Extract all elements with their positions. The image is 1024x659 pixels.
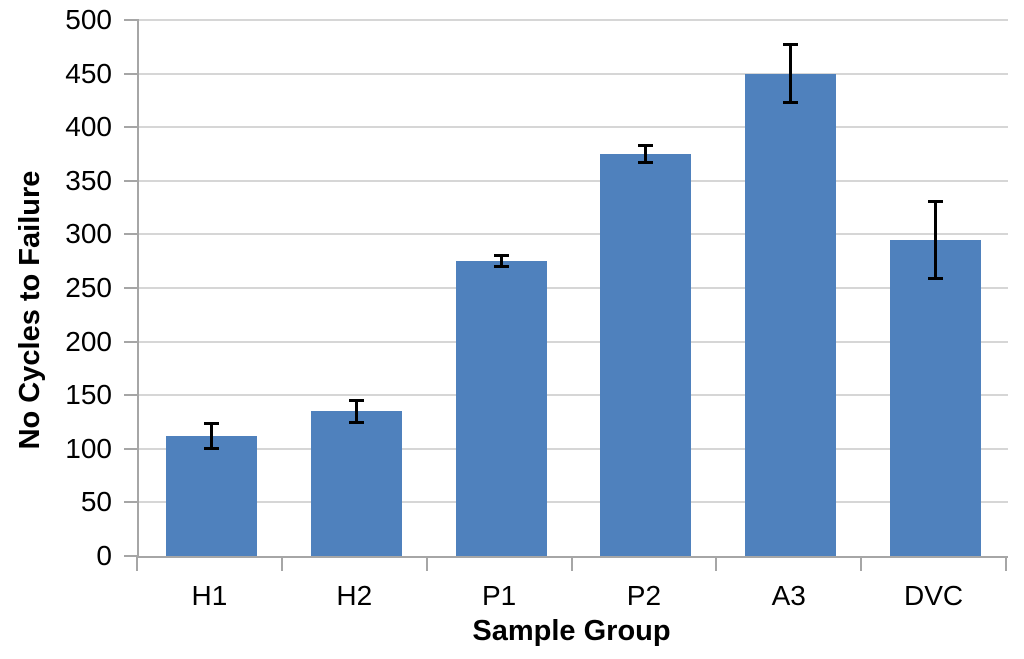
y-axis-tick [124,555,139,557]
error-bar-cap-bottom [783,101,799,105]
error-bar-cap-bottom [348,420,364,424]
error-bar-line [499,255,503,267]
gridline [124,447,1008,450]
y-tick-label: 350 [65,164,112,196]
error-bar-cap-top [493,254,509,258]
gridline [124,501,1008,504]
y-tick-label: 450 [65,57,112,89]
y-axis-tick [124,233,139,236]
x-tick-label: P1 [481,580,517,611]
y-axis-tick [124,19,139,21]
gridline [124,72,1008,75]
bar [600,154,692,556]
error-bar-line [209,423,213,449]
x-axis-tick [570,556,573,571]
error-bar-cap-top [203,421,219,425]
gridline [124,340,1008,343]
x-axis-tick [860,556,863,571]
y-tick-label: 250 [65,272,112,303]
y-tick-label: 500 [65,4,112,35]
gridline [124,126,1008,129]
x-axis-tick [280,556,283,571]
x-axis-tick [136,556,138,571]
bar [455,261,547,556]
bar [890,239,982,556]
x-tick-label: H1 [191,580,228,611]
y-axis-tick [124,394,139,397]
plot-area [124,19,1008,558]
y-tick-label: 100 [65,432,112,464]
bar [745,73,837,556]
y-tick-label: 300 [65,218,112,250]
x-tick-label: DVC [904,580,964,611]
error-bar-cap-top [783,43,799,47]
y-tick-label: 0 [96,540,112,571]
gridline [124,233,1008,236]
gridline [124,179,1008,182]
x-axis-tick [1005,556,1007,571]
y-axis-tick [124,179,139,182]
y-axis-tick [124,287,139,289]
error-bar-cap-bottom [928,276,944,280]
error-bar-cap-bottom [493,265,509,269]
bar [165,435,257,556]
bar [310,411,402,556]
y-axis-tick [124,447,139,450]
error-bar-line [934,201,938,279]
y-axis-title: No Cycles to Failure [14,170,46,450]
gridline [124,287,1008,289]
y-axis-tick [124,72,139,75]
x-tick-label: A3 [771,580,806,611]
x-tick-label: H2 [336,580,373,611]
error-bar-line [354,400,358,422]
y-axis-tick [124,126,139,129]
error-bar-cap-top [928,199,944,203]
y-tick-label: 150 [65,379,112,411]
error-bar-cap-bottom [638,161,654,165]
gridline [124,394,1008,397]
error-bar-line [644,145,648,163]
y-tick-label: 50 [80,486,112,518]
y-tick-label: 200 [65,325,112,357]
x-axis-tick [715,556,718,571]
gridline [124,19,1008,21]
x-axis-tick [425,556,428,571]
y-tick-label: 400 [65,111,112,143]
error-bar-line [789,44,793,103]
error-bar-cap-top [638,143,654,147]
y-axis-tick [124,340,139,343]
x-tick-label: P2 [626,580,662,611]
x-axis-title: Sample Group [472,615,671,647]
error-bar-cap-bottom [203,447,219,451]
y-axis-tick [124,501,139,504]
error-bar-cap-top [348,399,364,403]
